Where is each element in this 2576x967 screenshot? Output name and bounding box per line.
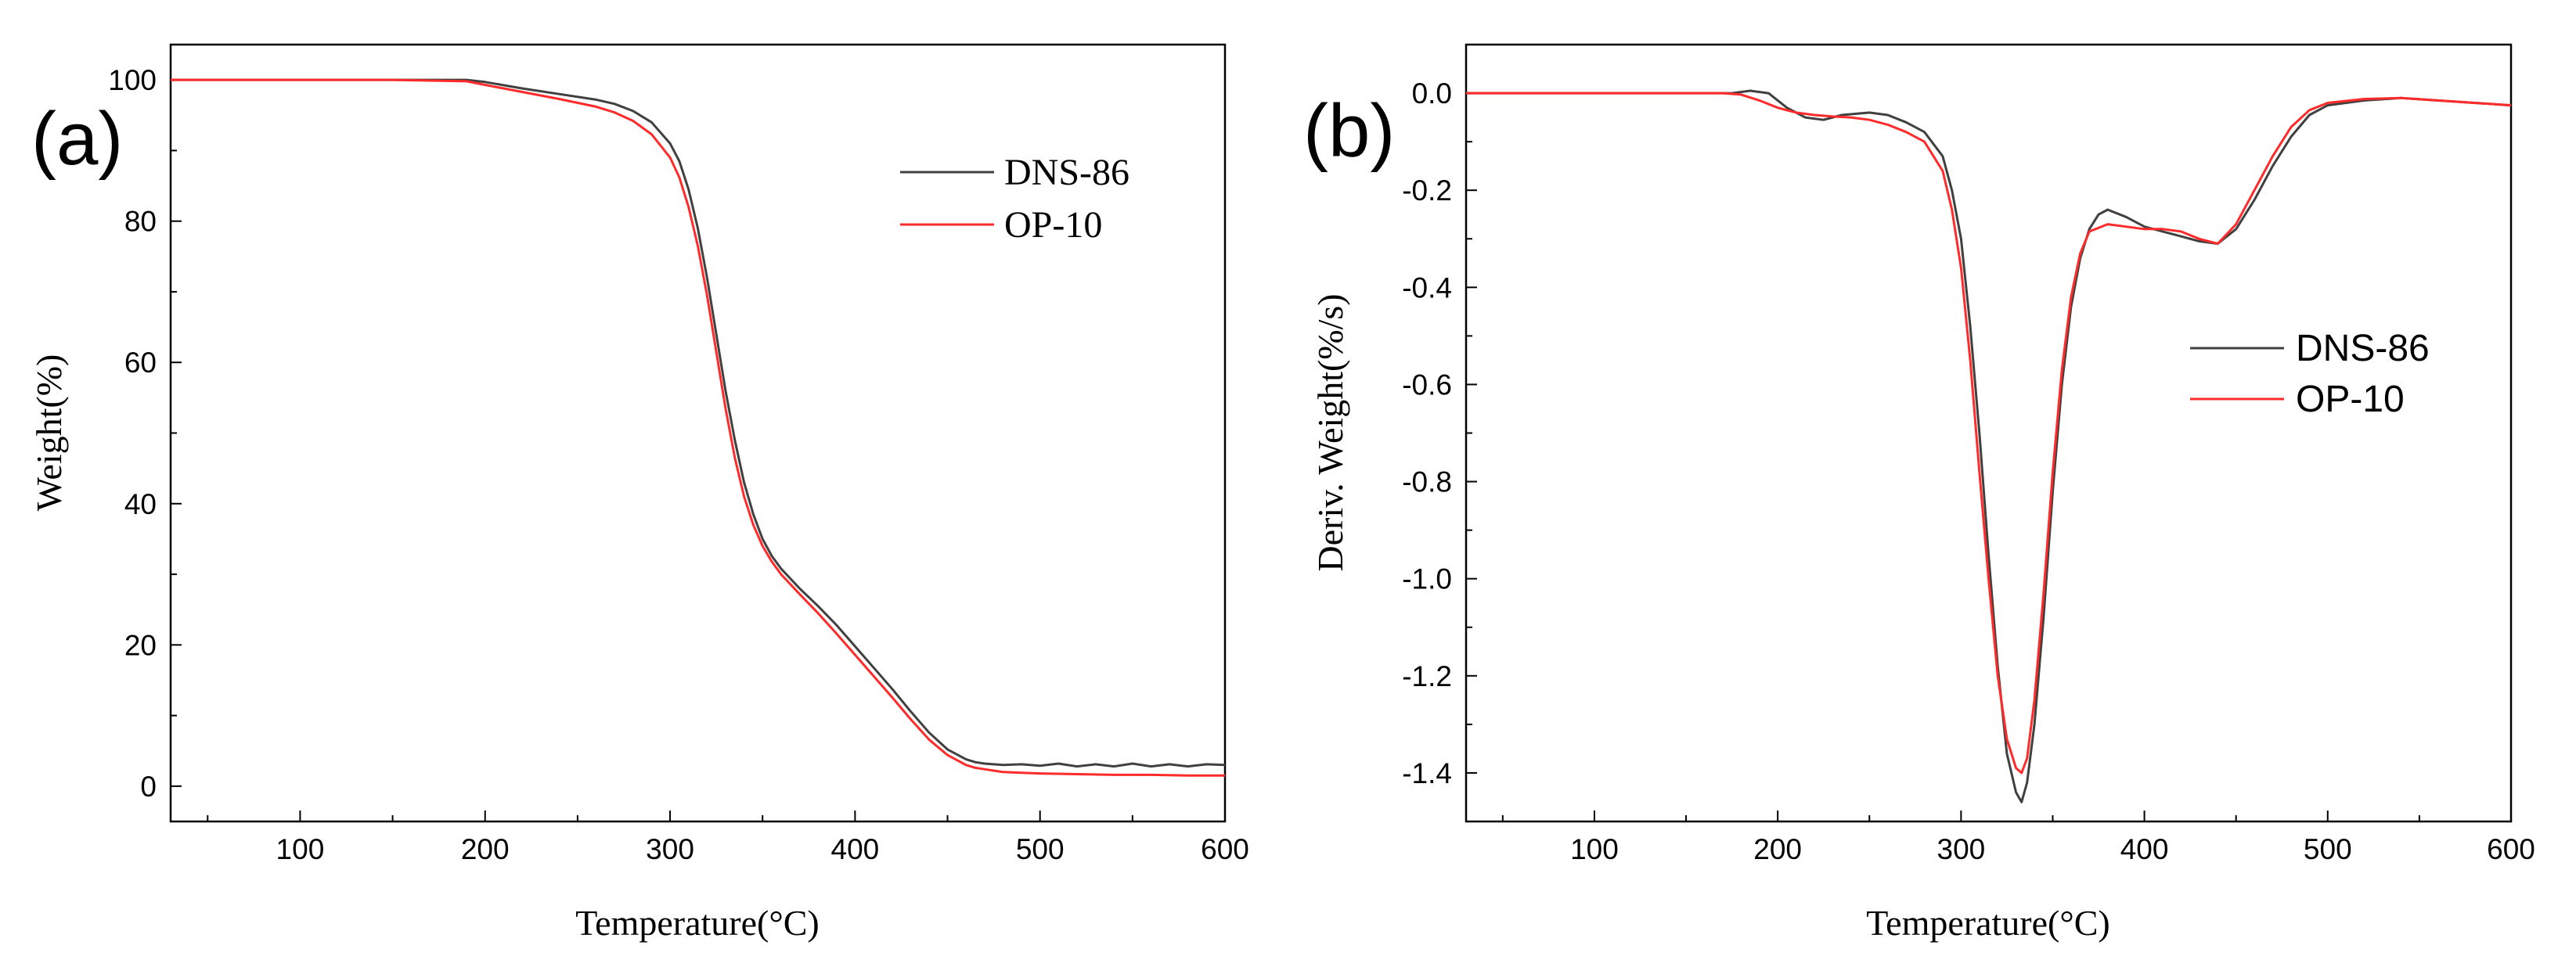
x-axis-label: Temperature(°C) [1866, 903, 2109, 943]
legend-label: DNS-86 [2296, 328, 2430, 369]
x-tick-label: 600 [2487, 833, 2535, 865]
y-tick-label: -0.6 [1402, 368, 1452, 401]
y-tick-label: 0.0 [1412, 77, 1452, 110]
y-tick-label: -1.2 [1402, 660, 1452, 692]
y-tick-label: -0.2 [1402, 174, 1452, 207]
y-tick-label: 80 [124, 206, 157, 238]
legend: DNS-86 OP-10 [2190, 328, 2430, 420]
x-tick-label: 300 [646, 833, 694, 865]
legend: DNS-86 OP-10 [900, 152, 1129, 246]
legend-label: DNS-86 [1004, 152, 1129, 193]
x-axis-label: Temperature(°C) [575, 903, 819, 943]
x-tick-label: 400 [2120, 833, 2169, 865]
y-tick-label: 20 [124, 629, 157, 661]
x-tick-label: 300 [1937, 833, 1986, 865]
y-tick-label: 40 [124, 488, 157, 520]
y-tick-label: -1.0 [1402, 563, 1452, 595]
y-tick-label: -1.4 [1402, 757, 1452, 789]
series-line-op-10 [171, 78, 1225, 777]
legend-label: OP-10 [2296, 379, 2405, 420]
x-tick-label: 500 [1016, 833, 1065, 865]
y-tick-label: 100 [108, 64, 157, 96]
legend-label: OP-10 [1004, 204, 1102, 246]
y-axis-label: Deriv. Weight(%/s) [1310, 293, 1350, 571]
panel-label: (a) [31, 97, 123, 181]
y-axis-label: Weight(%) [29, 354, 69, 512]
panel-label: (b) [1303, 89, 1395, 173]
plot-frame [1465, 43, 2513, 823]
y-tick-label: -0.8 [1402, 466, 1452, 498]
y-tick-label: 60 [124, 347, 157, 379]
y-tick-label: -0.4 [1402, 271, 1452, 304]
panel-a: 100 200 300 400 500 600 0 20 40 60 80 100 DNS-86 OP-1… [29, 43, 1249, 943]
panel-b: 100 200 300 400 500 600 0.0 -0.2 -0.4 -0.6 -0.8 -1.… [1303, 43, 2535, 943]
x-tick-label: 600 [1201, 833, 1249, 865]
series-line-dns-86 [1466, 89, 2511, 803]
x-tick-label: 500 [2304, 833, 2352, 865]
x-tick-label: 200 [461, 833, 510, 865]
series-line-dns-86 [171, 78, 1225, 768]
x-tick-label: 100 [1570, 833, 1619, 865]
series-line-op-10 [1466, 92, 2511, 775]
x-tick-label: 400 [831, 833, 880, 865]
x-tick-label: 200 [1753, 833, 1802, 865]
y-tick-label: 0 [140, 771, 157, 803]
x-tick-label: 100 [276, 833, 325, 865]
